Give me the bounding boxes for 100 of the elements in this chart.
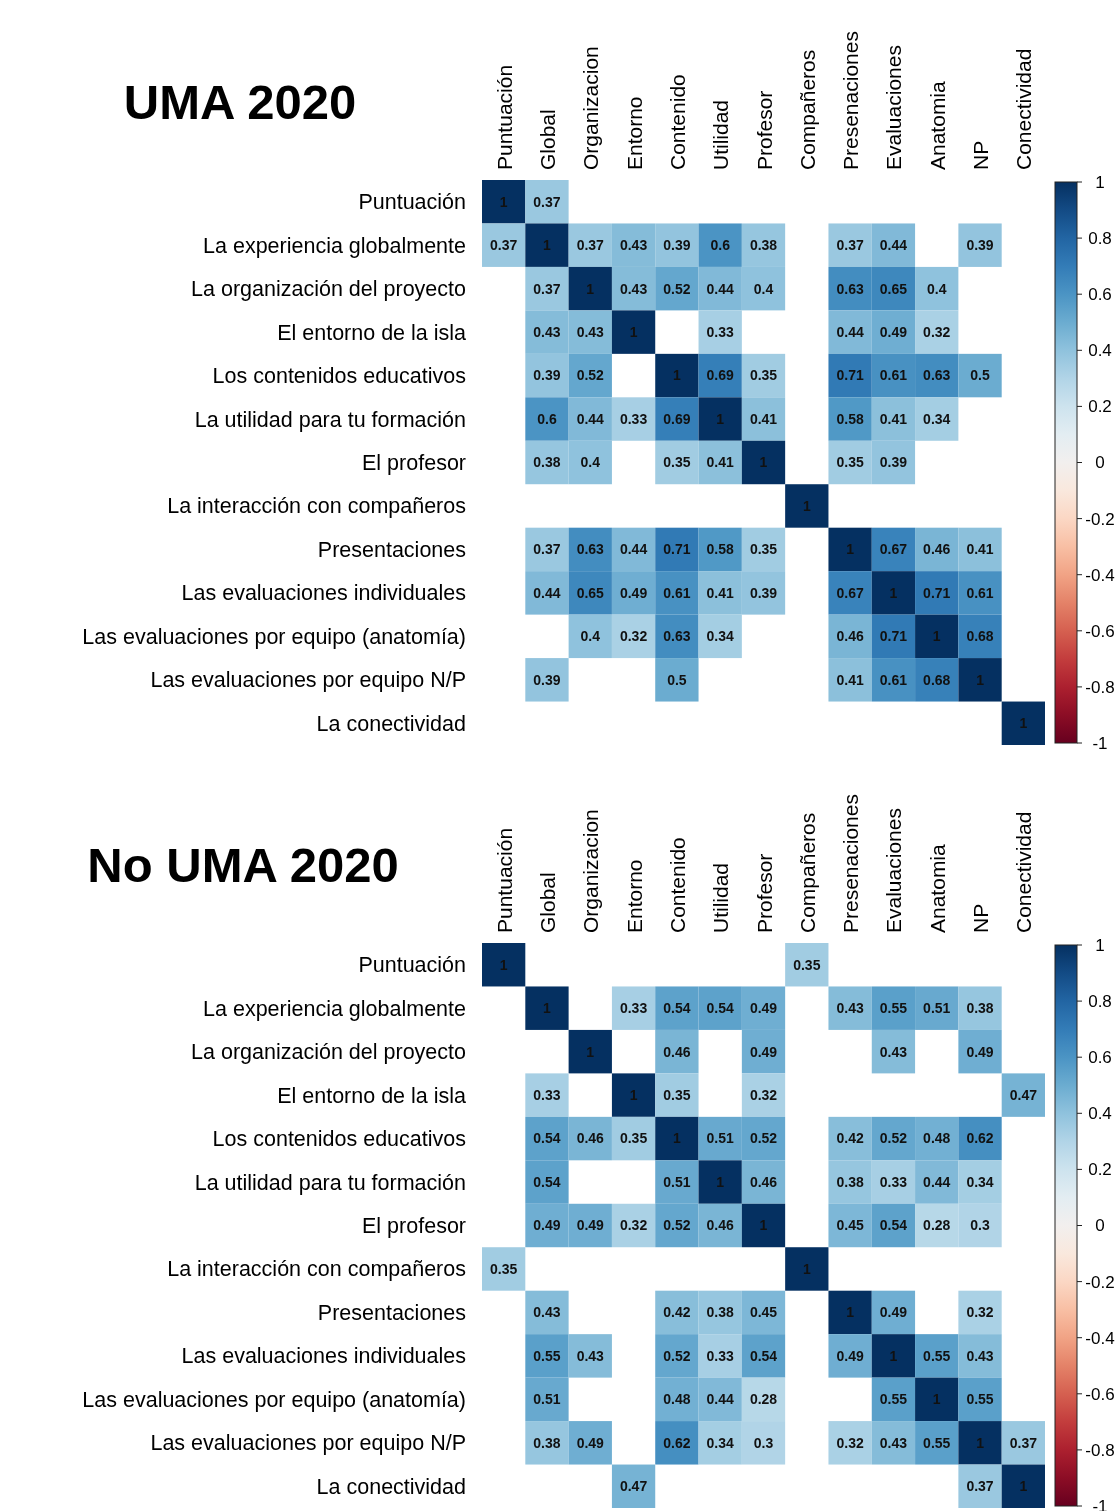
data-label: 0.41 [706, 454, 735, 471]
data-label: 0.4 [927, 280, 947, 297]
data-label: 0.52 [663, 1217, 691, 1234]
x-tick-label: Presenaciones [839, 31, 863, 170]
data-label: 1 [976, 671, 985, 688]
data-label: 0.54 [663, 1000, 691, 1017]
data-label: 0.61 [879, 671, 908, 688]
data-label: 0.63 [576, 541, 605, 558]
x-tick-label: Global [535, 109, 559, 170]
data-label: 0.55 [879, 1391, 908, 1408]
data-label: 0.37 [836, 237, 864, 254]
data-label: 0.41 [749, 410, 778, 427]
data-label: 0.52 [663, 280, 691, 297]
data-label: 0.44 [706, 280, 735, 297]
x-tick-label: NP [969, 140, 993, 170]
data-label: 1 [499, 193, 508, 210]
y-tick-label: El profesor [362, 1214, 466, 1239]
data-label: 0.38 [749, 237, 778, 254]
y-tick-label: La experiencia globalmente [203, 233, 466, 258]
data-label: 0.32 [836, 1434, 864, 1451]
data-label: 1 [846, 1304, 855, 1321]
data-label: 0.63 [923, 367, 951, 384]
data-label: 0.43 [966, 1347, 994, 1364]
data-label: 0.54 [533, 1173, 561, 1190]
y-tick-label: La experiencia globalmente [203, 996, 466, 1021]
color-bar-label: 0.2 [1088, 397, 1112, 417]
data-label: 0.49 [749, 1000, 778, 1017]
x-tick-label: Profesor [752, 90, 776, 170]
data-label: 0.28 [749, 1391, 778, 1408]
data-label: 0.58 [836, 410, 864, 427]
color-bar-label: 0.4 [1088, 341, 1112, 361]
data-label: 0.34 [966, 1173, 994, 1190]
color-bar-label: 0.6 [1088, 1048, 1112, 1068]
data-label: 1 [932, 628, 941, 645]
data-label: 0.44 [879, 237, 908, 254]
chart-title: UMA 2020 [123, 75, 357, 129]
data-label: 0.41 [836, 671, 864, 688]
y-tick-label: Las evaluaciones por equipo N/P [150, 1431, 466, 1456]
data-label: 1 [543, 237, 552, 254]
x-tick-label: Global [535, 872, 559, 933]
data-label: 0.51 [663, 1173, 691, 1190]
y-tick-label: Las evaluaciones por equipo (anatomía) [82, 624, 466, 649]
data-label: 0.34 [706, 628, 735, 645]
data-label: 0.61 [663, 584, 691, 601]
data-label: 0.39 [879, 454, 908, 471]
data-label: 1 [802, 497, 811, 514]
data-label: 0.37 [490, 237, 518, 254]
y-tick-label: Los contenidos educativos [212, 364, 466, 389]
data-label: 0.37 [1009, 1434, 1038, 1451]
data-label: 0.52 [879, 1130, 908, 1147]
x-tick-label: Utilidad [709, 862, 733, 933]
x-tick-label: Compañeros [795, 812, 819, 933]
y-tick-label: La conectividad [316, 711, 466, 736]
y-tick-label: Presentaciones [317, 1300, 466, 1325]
data-label: 0.38 [706, 1304, 735, 1321]
data-label: 1 [976, 1434, 985, 1451]
data-label: 0.49 [619, 584, 648, 601]
data-label: 0.33 [619, 410, 648, 427]
data-label: 0.43 [576, 1347, 605, 1364]
x-tick-label: Entorno [622, 859, 646, 933]
x-tick-label: Anatomia [925, 843, 949, 933]
color-bar-label: -0.6 [1085, 621, 1115, 641]
data-label: 1 [759, 454, 768, 471]
y-tick-label: Las evaluaciones por equipo (anatomía) [82, 1387, 466, 1412]
data-label: 0.54 [749, 1347, 778, 1364]
color-bar-label: 0.8 [1088, 992, 1112, 1012]
y-tick-label: Puntuación [358, 190, 466, 215]
data-label: 0.4 [580, 454, 601, 471]
color-bar-label: 0.4 [1088, 1104, 1112, 1124]
data-label: 0.43 [533, 324, 561, 341]
x-tick-label: Anatomia [925, 80, 949, 170]
data-label: 1 [1019, 715, 1028, 732]
color-bar-label: 0 [1095, 453, 1105, 473]
data-label: 0.32 [619, 628, 648, 645]
data-label: 0.67 [836, 584, 864, 601]
data-label: 1 [586, 1043, 595, 1060]
data-label: 0.33 [706, 1347, 735, 1364]
data-label: 0.52 [749, 1130, 778, 1147]
data-label: 0.35 [619, 1130, 648, 1147]
data-label: 0.62 [663, 1434, 691, 1451]
data-label: 0.35 [836, 454, 864, 471]
data-label: 0.67 [879, 541, 908, 558]
color-bar-label: 1 [1095, 172, 1105, 192]
color-bar-label: -0.6 [1085, 1384, 1115, 1404]
data-label: 0.65 [879, 280, 908, 297]
data-label: 0.49 [879, 1304, 908, 1321]
data-label: 0.39 [533, 367, 561, 384]
data-label: 1 [672, 1130, 681, 1147]
data-label: 0.61 [966, 584, 994, 601]
color-bar-label: 0.8 [1088, 229, 1112, 249]
color-bar-label: -0.8 [1085, 677, 1115, 697]
data-label: 0.45 [749, 1304, 778, 1321]
data-label: 0.32 [923, 324, 951, 341]
data-label: 0.42 [663, 1304, 691, 1321]
x-tick-label: Compañeros [795, 49, 819, 170]
data-label: 0.51 [706, 1130, 735, 1147]
data-label: 0.32 [749, 1087, 778, 1104]
data-label: 0.43 [836, 1000, 864, 1017]
data-label: 0.39 [749, 584, 778, 601]
data-label: 0.43 [879, 1043, 908, 1060]
